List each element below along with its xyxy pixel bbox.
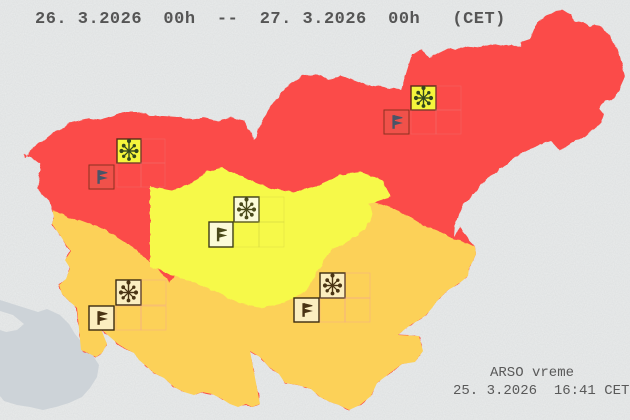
svg-text:26. 3.2026 00h -- 27. 3.202: 26. 3.2026 00h -- 27. 3.2026 00h (CET) bbox=[35, 10, 506, 29]
svg-text:25. 3.2026 16:41 CET: 25. 3.2026 16:41 CET bbox=[453, 383, 629, 399]
svg-text:ARSO vreme: ARSO vreme bbox=[490, 365, 574, 381]
